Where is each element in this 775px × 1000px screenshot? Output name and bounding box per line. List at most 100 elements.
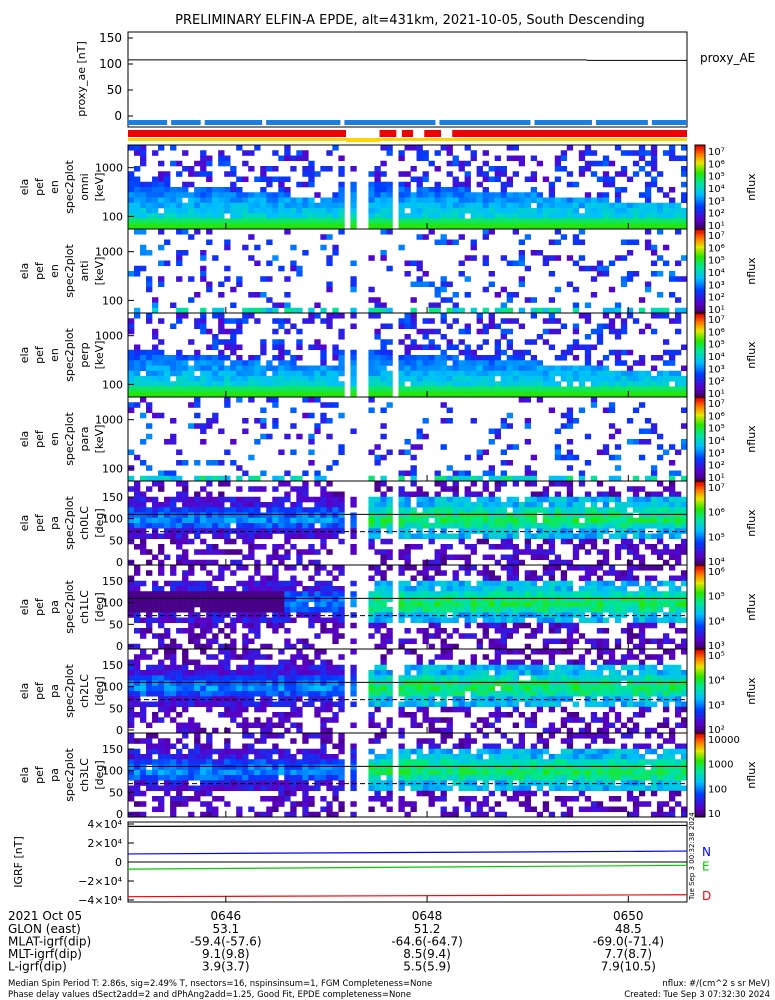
spectrogram-cell [302, 376, 309, 382]
spectrogram-cell [188, 601, 195, 608]
spectrogram-cell [554, 507, 562, 513]
spectrogram-cell [524, 208, 532, 214]
spectrogram-cell [614, 512, 622, 519]
spectrogram-cell [314, 507, 321, 513]
spectrogram-cell [158, 360, 165, 366]
spectrogram-cell [200, 517, 207, 524]
spectrogram-cell [302, 370, 309, 377]
spectrogram-cell [224, 680, 231, 687]
spectrogram-cell [152, 391, 159, 398]
spectrogram-cell [194, 622, 201, 629]
colorbar-step [695, 275, 705, 278]
spectrogram-cell [134, 491, 141, 498]
spectrogram-cell [668, 202, 676, 209]
spectrogram-cell [182, 554, 189, 561]
spectrogram-cell [506, 475, 513, 482]
spectrogram-cell [314, 376, 321, 382]
spectrogram-cell [152, 580, 159, 587]
spectrogram-cell [350, 596, 357, 603]
spectrogram-cell [680, 544, 688, 550]
spectrogram-cell [614, 454, 622, 461]
spectrogram-cell [644, 591, 652, 597]
spectrogram-cell [236, 701, 243, 708]
spectrogram-cell [128, 586, 135, 592]
spectrogram-cell [494, 475, 501, 482]
spectrogram-cell [290, 355, 297, 361]
spectrogram-cell [602, 449, 610, 456]
spectrogram-cell [578, 575, 586, 582]
spectrogram-cell [170, 496, 177, 503]
spectrogram-cell [332, 344, 339, 351]
spectrogram-cell [158, 486, 165, 492]
spectrogram-cell [530, 250, 538, 256]
spectrogram-cell [386, 213, 393, 219]
spectrogram-cell [428, 586, 435, 592]
colorbar-step [695, 516, 705, 520]
spectrogram-cell [428, 328, 435, 335]
spectrogram-cell [626, 150, 634, 156]
spectrogram-cell [548, 617, 556, 624]
spectrogram-cell [548, 365, 556, 372]
spectrogram-cell [440, 591, 447, 597]
spectrogram-cell [140, 349, 147, 356]
spectrogram-cell [200, 549, 207, 555]
spectrogram-cell [182, 486, 189, 492]
spectrogram-cell [560, 376, 568, 382]
spectrogram-cell [512, 533, 519, 540]
colorbar-step [695, 176, 705, 179]
spectrogram-cell [320, 391, 327, 398]
spectrogram-cell [608, 533, 616, 540]
spectrogram-cell [164, 439, 171, 445]
spectrogram-cell [632, 239, 640, 246]
spectrogram-cell [536, 208, 544, 214]
spectrogram-cell [464, 176, 471, 183]
spectrogram-cell [464, 633, 471, 639]
spectrogram-cell [134, 265, 141, 272]
spectrogram-cell [188, 675, 195, 681]
colorbar-step [695, 449, 705, 452]
colorbar-step [695, 390, 705, 394]
spectrogram-cell [218, 512, 225, 519]
spectrogram-cell [440, 638, 447, 645]
spectrogram-cell [494, 197, 501, 204]
colorbar-step [695, 428, 705, 431]
spectrogram-cell [512, 202, 519, 209]
spectrogram-cell [212, 192, 219, 198]
spectrogram-cell [554, 491, 562, 498]
spectrogram-cell [446, 187, 453, 193]
spectrogram-cell [254, 292, 261, 298]
spectrogram-cell [206, 381, 213, 387]
spectrogram-cell [332, 202, 339, 209]
spectrogram-cell [428, 213, 435, 219]
spectrogram-cell [458, 591, 465, 597]
spectrogram-cell [224, 659, 231, 666]
spectrogram-cell [398, 376, 405, 382]
spectrogram-cell [164, 612, 171, 618]
spectrogram-cell [134, 496, 141, 503]
spectrogram-cell [272, 570, 279, 576]
spectrogram-cell [326, 481, 333, 487]
spectrogram-cell [488, 622, 495, 629]
spectrogram-cell [584, 638, 592, 645]
spectrogram-cell [536, 628, 544, 634]
spectrogram-cell [440, 334, 447, 340]
spectrogram-cell [326, 218, 333, 225]
spectrogram-cell [284, 638, 291, 645]
spectrogram-cell [416, 607, 423, 613]
fgm-status-segment [424, 130, 442, 137]
spectrogram-cell [398, 533, 405, 540]
spectrogram-cell [620, 281, 628, 288]
spectrogram-cell [452, 491, 459, 498]
spectrogram-cell [524, 528, 532, 534]
spectrogram-cell [518, 507, 526, 513]
colorbar-step [695, 415, 705, 419]
spectrogram-cell [662, 496, 670, 503]
spectrogram-cell [212, 670, 219, 676]
spectrogram-cell [206, 187, 213, 193]
spectrogram-cell [404, 502, 411, 508]
spectrogram-cell [518, 586, 526, 592]
spectrogram-cell [230, 334, 237, 340]
spectrogram-cell [290, 528, 297, 534]
